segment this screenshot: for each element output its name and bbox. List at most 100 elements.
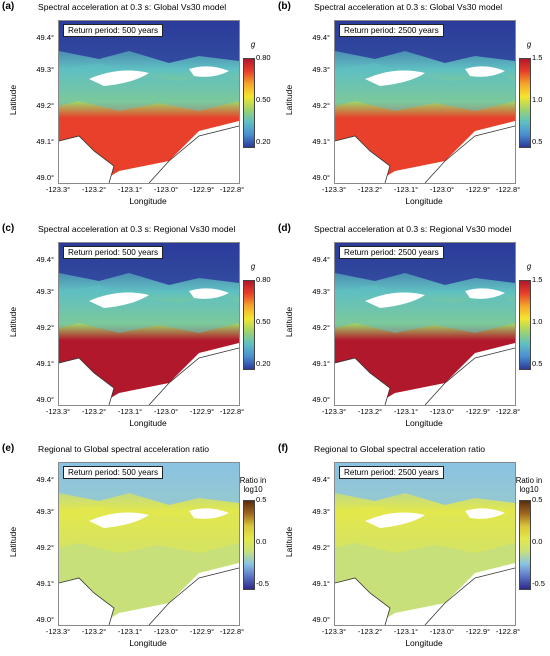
- y-axis-label: Latitude: [284, 84, 294, 116]
- y-tick-label: 49.2°: [312, 543, 330, 552]
- map-plot: Return period: 500 years: [58, 462, 240, 626]
- strait-of-georgia: [335, 358, 390, 405]
- y-tick-label: 49.4°: [36, 475, 54, 484]
- map-plot: Return period: 500 years: [58, 20, 240, 184]
- coastline: [335, 347, 515, 405]
- y-tick-label: 49.1°: [36, 579, 54, 588]
- coastline: [59, 567, 239, 625]
- x-tick-label: -123.1°: [117, 407, 143, 416]
- y-tick-label: 49.0°: [312, 173, 330, 182]
- map-plot: Return period: 500 years: [58, 242, 240, 406]
- x-tick-label: -123.2°: [81, 627, 107, 636]
- map-svg: [59, 243, 239, 405]
- strait-of-georgia: [59, 578, 114, 625]
- burrard-inlet: [365, 512, 425, 528]
- boundary-bay: [149, 126, 239, 183]
- colorbar-title: g: [250, 262, 256, 271]
- x-tick-label: -122.9°: [465, 627, 491, 636]
- boundary-bay: [425, 126, 515, 183]
- x-tick-label: -123.1°: [117, 627, 143, 636]
- burrard-inlet: [365, 70, 425, 86]
- x-tick-label: -123.1°: [117, 185, 143, 194]
- y-tick-label: 49.1°: [312, 137, 330, 146]
- colorbar-title: g: [526, 40, 532, 49]
- x-tick-label: -123.0°: [429, 185, 455, 194]
- boundary-bay: [149, 348, 239, 405]
- map-plot: Return period: 2500 years: [334, 242, 516, 406]
- colorbar-tick-label: 0.5: [532, 495, 543, 504]
- y-tick-label: 49.1°: [36, 359, 54, 368]
- colorbar-title: Ratio in log10: [239, 476, 267, 494]
- x-tick-label: -122.9°: [465, 407, 491, 416]
- panel-tag: (a): [2, 1, 15, 12]
- panel-f: (f) Regional to Global spectral accelerat…: [276, 442, 546, 654]
- strait-of-georgia: [59, 136, 114, 183]
- inlet-east: [189, 66, 229, 77]
- return-period-label: Return period: 2500 years: [339, 466, 444, 479]
- panel-title: Spectral acceleration at 0.3 s: Regional…: [314, 224, 512, 234]
- x-tick-label: -123.3°: [321, 407, 347, 416]
- y-axis-label: Latitude: [8, 526, 18, 558]
- colorbar-tick-label: 0.20: [256, 359, 271, 368]
- x-axis-label: Longitude: [405, 196, 443, 206]
- colorbar-tick-label: 0.20: [256, 137, 271, 146]
- strait-of-georgia: [59, 358, 114, 405]
- y-tick-label: 49.0°: [36, 615, 54, 624]
- colorbar-tick-label: 0.0: [532, 537, 543, 546]
- panel-title: Spectral acceleration at 0.3 s: Regional…: [38, 224, 236, 234]
- x-tick-label: -123.0°: [153, 407, 179, 416]
- map-svg: [59, 21, 239, 183]
- x-tick-label: -123.3°: [321, 185, 347, 194]
- panel-title: Spectral acceleration at 0.3 s: Global V…: [314, 2, 503, 12]
- colorbar-tick-label: -0.5: [532, 579, 545, 588]
- y-tick-label: 49.0°: [36, 173, 54, 182]
- y-tick-label: 49.3°: [36, 65, 54, 74]
- x-tick-label: -123.2°: [81, 185, 107, 194]
- boundary-bay: [149, 568, 239, 625]
- x-tick-label: -123.3°: [45, 627, 71, 636]
- colorbar-tick-label: 0.50: [256, 95, 271, 104]
- colorbar-tick-label: 1.0: [532, 95, 543, 104]
- x-tick-label: -123.3°: [45, 185, 71, 194]
- y-tick-label: 49.3°: [312, 287, 330, 296]
- colorbar-tick-label: 1.5: [532, 275, 543, 284]
- y-tick-label: 49.1°: [312, 579, 330, 588]
- x-tick-label: -123.0°: [153, 185, 179, 194]
- y-tick-label: 49.2°: [312, 101, 330, 110]
- colorbar: [243, 58, 255, 148]
- return-period-label: Return period: 2500 years: [339, 24, 444, 37]
- boundary-bay: [425, 568, 515, 625]
- coastline: [335, 567, 515, 625]
- y-tick-label: 49.3°: [312, 65, 330, 74]
- y-tick-label: 49.2°: [312, 323, 330, 332]
- burrard-inlet: [365, 292, 425, 308]
- y-axis-label: Latitude: [8, 84, 18, 116]
- x-axis-label: Longitude: [405, 418, 443, 428]
- y-tick-label: 49.4°: [312, 475, 330, 484]
- colorbar-tick-label: 0.80: [256, 53, 271, 62]
- return-period-label: Return period: 500 years: [63, 246, 164, 259]
- x-tick-label: -122.9°: [189, 627, 215, 636]
- colorbar-title: g: [250, 40, 256, 49]
- colorbar-tick-label: 0.80: [256, 275, 271, 284]
- y-tick-label: 49.3°: [312, 507, 330, 516]
- map-svg: [335, 21, 515, 183]
- coastline: [59, 125, 239, 183]
- colorbar-tick-label: 1.0: [532, 317, 543, 326]
- colorbar-tick-label: 0.5: [532, 359, 543, 368]
- x-tick-label: -123.0°: [429, 407, 455, 416]
- map-plot: Return period: 2500 years: [334, 20, 516, 184]
- x-tick-label: -123.2°: [357, 185, 383, 194]
- y-tick-label: 49.2°: [36, 101, 54, 110]
- y-axis-label: Latitude: [8, 306, 18, 338]
- colorbar: [519, 280, 531, 370]
- strait-of-georgia: [335, 136, 390, 183]
- panel-tag: (e): [2, 443, 15, 454]
- return-period-label: Return period: 500 years: [63, 466, 164, 479]
- y-axis-label: Latitude: [284, 306, 294, 338]
- y-tick-label: 49.1°: [36, 137, 54, 146]
- colorbar-tick-label: 0.5: [256, 495, 267, 504]
- map-svg: [335, 243, 515, 405]
- map-plot: Return period: 2500 years: [334, 462, 516, 626]
- y-tick-label: 49.3°: [36, 287, 54, 296]
